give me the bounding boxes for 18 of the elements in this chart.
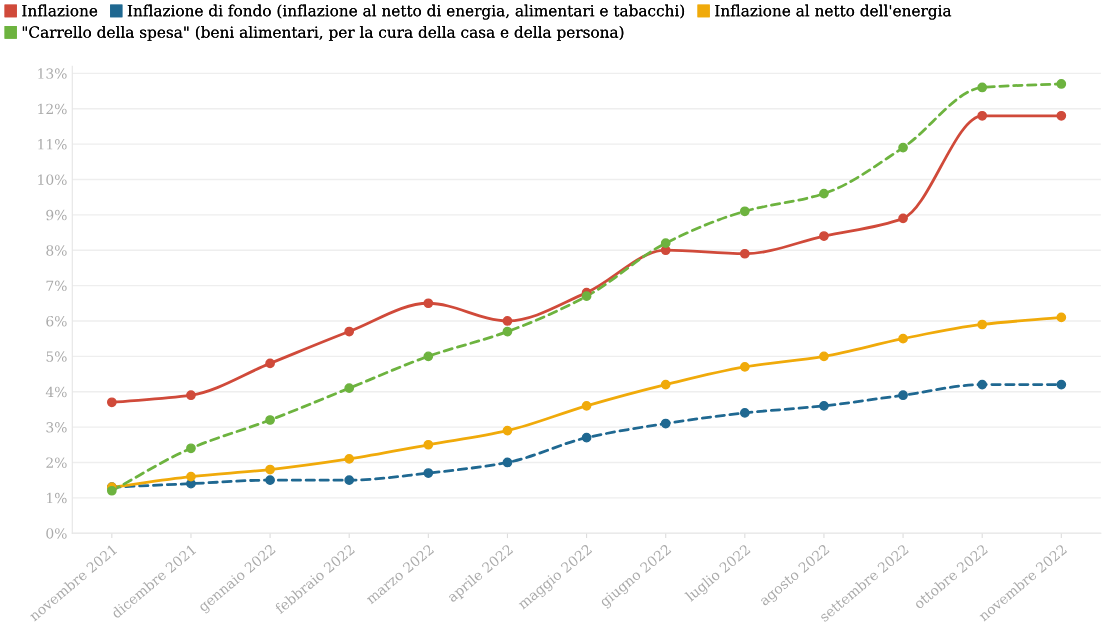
y-tick-label: 8% bbox=[46, 245, 67, 256]
y-tick-label: 11% bbox=[38, 139, 67, 150]
legend-label: Inflazione di fondo (inflazione al netto di energia, alimentari e tabacchi) bbox=[127, 4, 685, 20]
y-tick-label: 3% bbox=[46, 422, 67, 433]
y-tick-label: 2% bbox=[46, 457, 67, 468]
legend-label: Inflazione al netto dell'energia bbox=[715, 4, 952, 20]
legend-label: Inflazione bbox=[22, 4, 98, 17]
y-tick-label: 1% bbox=[47, 492, 67, 504]
y-tick-label: 0% bbox=[46, 528, 67, 539]
legend-label: "Carrello della spesa" (beni alimentari, per la cura della casa e della persona) bbox=[22, 26, 624, 41]
y-tick-label: 4% bbox=[45, 386, 67, 398]
y-tick-label: 12% bbox=[38, 103, 67, 115]
y-tick-label: 10% bbox=[38, 174, 67, 185]
y-tick-label: 5% bbox=[46, 351, 67, 362]
y-tick-label: 13% bbox=[38, 68, 67, 79]
y-tick-label: 7% bbox=[46, 280, 67, 292]
y-tick-label: 6% bbox=[46, 315, 67, 327]
y-tick-label: 9% bbox=[46, 209, 67, 221]
